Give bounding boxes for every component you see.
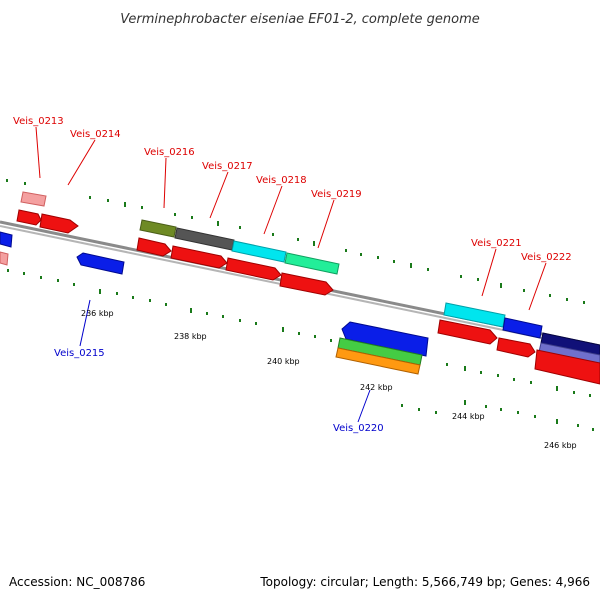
reverse-genes bbox=[0, 231, 429, 375]
gene-forward-7[interactable] bbox=[437, 319, 498, 345]
gene-forward-3[interactable] bbox=[225, 257, 282, 281]
gene-veis-0220[interactable] bbox=[335, 347, 421, 375]
gene-label-0220[interactable]: Veis_0220 bbox=[333, 423, 384, 434]
gene-forward-6[interactable] bbox=[538, 342, 600, 365]
gene-veis-0222[interactable] bbox=[502, 317, 543, 339]
gene-veis-0217[interactable] bbox=[174, 227, 235, 251]
gene-veis-0213-lower[interactable] bbox=[16, 209, 42, 226]
scale-label-242: 242 kbp bbox=[360, 383, 393, 392]
gene-veis-0213[interactable] bbox=[20, 191, 47, 207]
reverse-gene-labels: Veis_0215 Veis_0220 bbox=[54, 348, 384, 434]
gene-veis-0216[interactable] bbox=[139, 219, 177, 238]
scale-label-238: 238 kbp bbox=[174, 332, 207, 341]
gene-forward-1[interactable] bbox=[136, 237, 172, 257]
accession-text: Accession: NC_008786 bbox=[9, 575, 145, 589]
gene-label-0219[interactable]: Veis_0219 bbox=[311, 189, 362, 200]
gene-label-0217[interactable]: Veis_0217 bbox=[202, 161, 253, 172]
scale-label-236: 236 kbp bbox=[81, 309, 114, 318]
gene-label-0213[interactable]: Veis_0213 bbox=[13, 116, 64, 127]
gene-forward-2[interactable] bbox=[170, 245, 228, 269]
gene-label-0215[interactable]: Veis_0215 bbox=[54, 348, 105, 359]
gene-reverse-left[interactable] bbox=[0, 231, 13, 248]
scale-labels: 236 kbp 238 kbp 240 kbp 242 kbp 244 kbp … bbox=[81, 309, 577, 450]
gene-label-0221[interactable]: Veis_0221 bbox=[471, 238, 522, 249]
gene-veis-0218[interactable] bbox=[231, 240, 287, 263]
map-title: Verminephrobacter eiseniae EF01-2, compl… bbox=[120, 12, 479, 27]
gene-forward-5[interactable] bbox=[540, 332, 600, 356]
gene-veis-0215[interactable] bbox=[76, 252, 125, 275]
gene-veis-0214[interactable] bbox=[39, 213, 79, 234]
scale-label-246: 246 kbp bbox=[544, 441, 577, 450]
gene-label-0218[interactable]: Veis_0218 bbox=[256, 175, 307, 186]
forward-genes bbox=[16, 191, 600, 385]
gene-forward-4[interactable] bbox=[279, 272, 334, 296]
scale-label-244: 244 kbp bbox=[452, 412, 485, 421]
gene-label-0222[interactable]: Veis_0222 bbox=[521, 252, 572, 263]
gene-reverse-left-pink[interactable] bbox=[0, 251, 9, 266]
label-leaders bbox=[35, 126, 547, 423]
gene-veis-0219[interactable] bbox=[284, 252, 340, 275]
gene-forward-8[interactable] bbox=[496, 337, 536, 358]
gene-label-0216[interactable]: Veis_0216 bbox=[144, 147, 195, 158]
genome-summary-text: Topology: circular; Length: 5,566,749 bp… bbox=[259, 575, 590, 589]
gene-forward-9[interactable] bbox=[534, 349, 600, 385]
outer-tick-row bbox=[6, 179, 585, 304]
scale-label-240: 240 kbp bbox=[267, 357, 300, 366]
gene-label-0214[interactable]: Veis_0214 bbox=[70, 129, 121, 140]
forward-gene-labels: Veis_0213 Veis_0214 Veis_0216 Veis_0217 … bbox=[13, 116, 572, 263]
inner-tick-row bbox=[7, 269, 594, 431]
